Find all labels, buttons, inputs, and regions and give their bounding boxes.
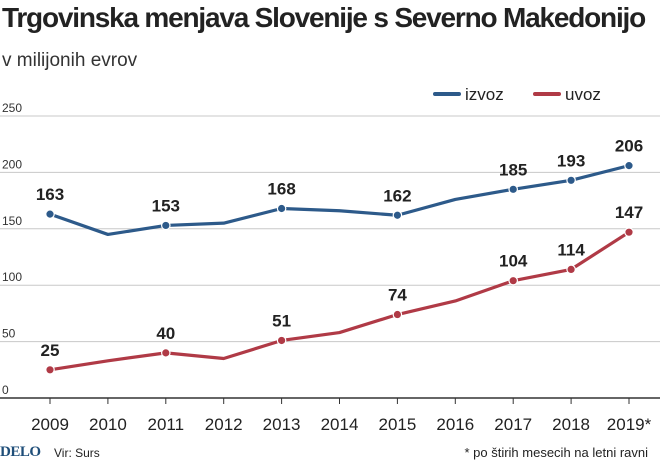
x-tick-label: 2017 bbox=[494, 415, 532, 434]
series-line-uvoz bbox=[48, 230, 631, 372]
data-point-uvoz bbox=[624, 227, 634, 237]
data-point-uvoz bbox=[392, 309, 403, 320]
data-label-uvoz: 104 bbox=[499, 252, 528, 271]
y-tick-label: 150 bbox=[2, 214, 22, 228]
data-label-izvoz: 185 bbox=[499, 160, 527, 179]
x-tick-label: 2013 bbox=[263, 415, 301, 434]
x-tick-label: 2018 bbox=[552, 415, 590, 434]
data-label-izvoz: 206 bbox=[615, 137, 643, 156]
data-label-izvoz: 163 bbox=[36, 185, 64, 204]
grid-layer bbox=[0, 115, 660, 399]
data-label-izvoz: 162 bbox=[383, 186, 411, 205]
data-label-uvoz: 51 bbox=[272, 311, 291, 330]
chart-title: Trgovinska menjava Slovenije s Severno M… bbox=[2, 2, 646, 33]
data-label-izvoz: 193 bbox=[557, 151, 585, 170]
y-tick-label: 250 bbox=[2, 101, 22, 115]
legend-label-uvoz: uvoz bbox=[565, 85, 601, 104]
x-tick-label: 2016 bbox=[436, 415, 474, 434]
data-label-izvoz: 168 bbox=[267, 179, 295, 198]
x-tick-label: 2014 bbox=[321, 415, 359, 434]
data-point-uvoz bbox=[508, 275, 518, 286]
x-tick-label: 2015 bbox=[378, 415, 416, 434]
footnote: * po štirih mesecih na letni ravni bbox=[464, 445, 648, 460]
x-tick-label: 2012 bbox=[205, 415, 243, 434]
x-axis-ticks: 2009 2010 2011 2012 2013 2014 2015 2016 2017 2018… bbox=[31, 398, 652, 434]
data-label-uvoz: 114 bbox=[557, 240, 585, 259]
data-label-uvoz: 25 bbox=[41, 341, 60, 360]
data-point-uvoz bbox=[45, 364, 55, 375]
data-label-izvoz: 153 bbox=[152, 196, 180, 215]
data-point-uvoz bbox=[276, 335, 287, 346]
data-point-izvoz bbox=[566, 175, 576, 186]
series-layer bbox=[45, 160, 634, 375]
chart-subtitle: v milijonih evrov bbox=[2, 50, 138, 71]
data-point-uvoz bbox=[161, 348, 171, 358]
data-point-izvoz bbox=[161, 220, 171, 231]
y-tick-label: 200 bbox=[2, 157, 22, 171]
delo-logo: DELO bbox=[0, 444, 41, 460]
x-tick-label: 2009 bbox=[31, 415, 69, 434]
data-point-izvoz bbox=[45, 209, 55, 219]
data-point-izvoz bbox=[624, 160, 634, 171]
data-point-izvoz bbox=[508, 184, 518, 195]
data-label-uvoz: 74 bbox=[388, 286, 407, 305]
data-labels: 163 153 168 162 185 193 206 25 40 51 74 104 114 147 bbox=[36, 137, 643, 360]
y-tick-label: 50 bbox=[2, 327, 16, 341]
x-tick-label: 2010 bbox=[89, 415, 127, 434]
y-axis-ticks: 0 50 100 150 200 250 bbox=[2, 101, 22, 397]
legend-label-izvoz: izvoz bbox=[465, 85, 504, 104]
y-tick-label: 0 bbox=[2, 383, 9, 397]
source-note: Vir: Surs bbox=[54, 446, 100, 460]
data-point-izvoz bbox=[392, 210, 403, 221]
data-point-uvoz bbox=[566, 264, 576, 275]
series-line-izvoz bbox=[48, 164, 631, 237]
x-tick-label: 2011 bbox=[148, 415, 185, 434]
y-tick-label: 100 bbox=[2, 270, 22, 284]
data-label-uvoz: 40 bbox=[156, 324, 175, 343]
x-tick-label: 2019* bbox=[607, 415, 652, 434]
data-point-izvoz bbox=[276, 203, 287, 214]
legend: izvoz uvoz bbox=[433, 85, 601, 104]
data-label-uvoz: 147 bbox=[615, 203, 643, 222]
